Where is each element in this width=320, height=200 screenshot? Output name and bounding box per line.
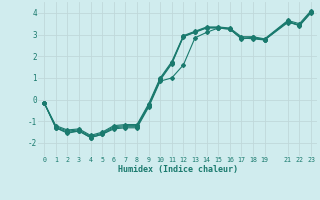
X-axis label: Humidex (Indice chaleur): Humidex (Indice chaleur) [118,165,238,174]
